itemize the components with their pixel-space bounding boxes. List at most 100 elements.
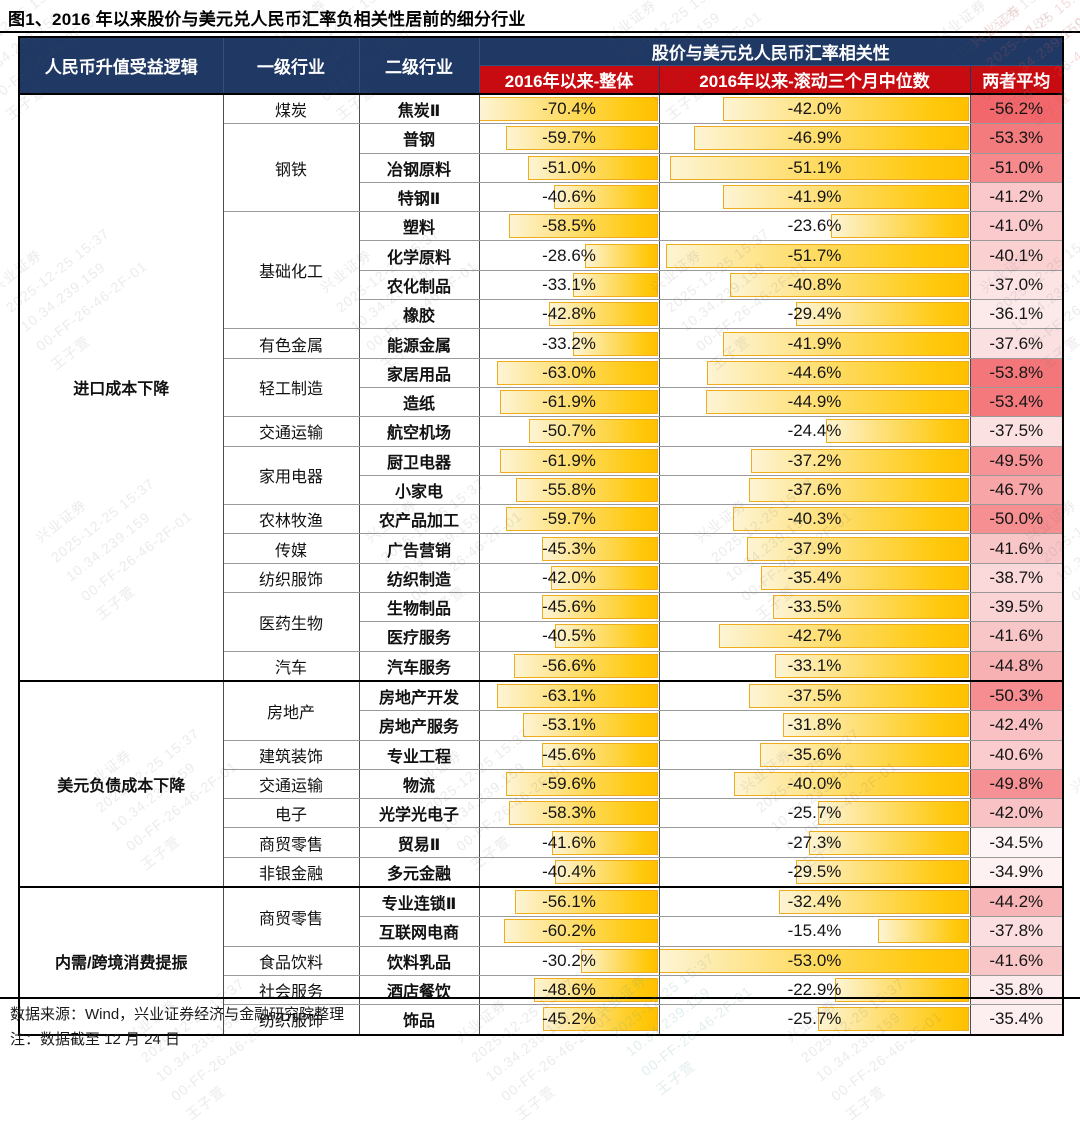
rolling-median-correlation-cell: -35.4% bbox=[658, 562, 971, 594]
rolling-median-correlation-cell: -32.4% bbox=[658, 886, 971, 918]
correlation-value: -55.8% bbox=[542, 480, 596, 499]
table-row: 基础化工 塑料 -58.5% -23.6% -41.0% bbox=[19, 211, 1064, 330]
overall-correlation-cell: -40.5% bbox=[478, 621, 660, 652]
correlation-value: -37.2% bbox=[787, 450, 842, 470]
industry-l2-cell: 能源金属 bbox=[358, 328, 480, 359]
average-correlation-cell: -49.8% bbox=[969, 768, 1064, 800]
correlation-value: -28.6% bbox=[542, 245, 596, 265]
correlation-value: -59.7% bbox=[542, 128, 596, 148]
rolling-median-correlation-cell: -35.6% bbox=[658, 739, 971, 770]
average-correlation-cell: -37.0% bbox=[969, 269, 1064, 301]
negative-correlation-databar bbox=[718, 624, 969, 649]
correlation-value: -35.4% bbox=[787, 567, 842, 587]
rolling-median-correlation-cell: -51.1% bbox=[658, 152, 971, 183]
negative-correlation-databar bbox=[554, 624, 658, 649]
negative-correlation-databar bbox=[509, 801, 658, 826]
correlation-value: -61.9% bbox=[542, 450, 596, 470]
correlation-value: -70.4% bbox=[542, 99, 596, 119]
rolling-median-correlation-cell: -33.5% bbox=[658, 592, 971, 623]
industry-l2-cell: 医疗服务 bbox=[358, 621, 480, 652]
overall-correlation-cell: -60.2% bbox=[478, 916, 660, 947]
industry-l2-cell: 酒店餐饮 bbox=[358, 974, 480, 1006]
rolling-median-correlation-cell: -42.7% bbox=[658, 621, 971, 652]
correlation-value: -44.9% bbox=[787, 392, 842, 412]
correlation-value: -56.6% bbox=[542, 655, 596, 675]
overall-correlation-cell: -45.6% bbox=[478, 739, 660, 770]
negative-correlation-databar bbox=[573, 331, 658, 356]
negative-correlation-databar bbox=[796, 302, 969, 327]
correlation-value: -42.0% bbox=[787, 99, 842, 119]
rolling-median-correlation-cell: -46.9% bbox=[658, 123, 971, 154]
average-correlation-cell: -42.4% bbox=[969, 710, 1064, 741]
average-correlation-cell: -38.7% bbox=[969, 562, 1064, 594]
data-source-note: 数据来源：Wind，兴业证券经济与金融研究院整理 bbox=[10, 1006, 345, 1023]
correlation-value: -45.6% bbox=[542, 744, 596, 764]
industry-l2-cell: 厨卫电器 bbox=[358, 445, 480, 476]
correlation-value: -53.0% bbox=[787, 950, 842, 970]
industry-l2-cell: 专业连锁Ⅱ bbox=[358, 886, 480, 918]
correlation-value: -46.9% bbox=[787, 128, 842, 148]
negative-correlation-databar bbox=[500, 390, 658, 415]
average-correlation-cell: -37.5% bbox=[969, 416, 1064, 447]
average-correlation-cell: -37.6% bbox=[969, 328, 1064, 359]
industry-l1-cell: 商贸零售 bbox=[222, 886, 360, 947]
negative-correlation-databar bbox=[761, 565, 969, 590]
table-body: 进口成本下降 煤炭 焦炭Ⅱ -70.4% -42.0% -56.2% 钢铁 普钢 -59.7% -… bbox=[18, 93, 1064, 1036]
table-row: 交通运输 物流 -59.6% -40.0% -49.8% bbox=[19, 768, 1064, 800]
correlation-value: -40.6% bbox=[542, 187, 596, 207]
table-row: 互联网电商 -60.2% -15.4% -37.8% bbox=[19, 916, 1064, 947]
table-row: 家用电器 厨卫电器 -61.9% -37.2% -49.5% bbox=[19, 445, 1064, 506]
rolling-median-correlation-cell: -37.2% bbox=[658, 445, 971, 476]
negative-correlation-databar bbox=[554, 185, 658, 210]
industry-l1-cell: 传媒 bbox=[222, 533, 360, 564]
negative-correlation-databar bbox=[550, 565, 658, 590]
overall-correlation-cell: -53.1% bbox=[478, 710, 660, 741]
negative-correlation-databar bbox=[772, 595, 969, 620]
correlation-value: -42.7% bbox=[787, 626, 842, 646]
rolling-median-correlation-cell: -25.7% bbox=[658, 798, 971, 829]
correlation-value: -53.1% bbox=[542, 715, 596, 735]
overall-correlation-cell: -33.2% bbox=[478, 328, 660, 359]
industry-l2-cell: 饮料乳品 bbox=[358, 945, 480, 976]
average-correlation-cell: -53.8% bbox=[969, 357, 1064, 388]
correlation-value: -48.6% bbox=[542, 980, 596, 1000]
table-row: 电子 光学光电子 -58.3% -25.7% -42.0% bbox=[19, 798, 1064, 829]
correlation-value: -51.0% bbox=[542, 157, 596, 177]
negative-correlation-databar bbox=[818, 1007, 969, 1032]
rolling-median-correlation-cell: -29.5% bbox=[658, 856, 971, 888]
title-divider bbox=[0, 31, 1080, 33]
overall-correlation-cell: -28.6% bbox=[478, 240, 660, 271]
overall-correlation-cell: -48.6% bbox=[478, 974, 660, 1006]
rolling-median-correlation-cell: -51.7% bbox=[658, 240, 971, 271]
average-correlation-cell: -46.7% bbox=[969, 474, 1064, 506]
benefit-logic-cell: 内需/跨境消费提振 bbox=[18, 886, 224, 1036]
negative-correlation-databar bbox=[808, 830, 969, 855]
negative-correlation-databar bbox=[527, 155, 658, 180]
table-row: 建筑装饰 专业工程 -45.6% -35.6% -40.6% bbox=[19, 739, 1064, 770]
industry-l1-cell: 交通运输 bbox=[222, 768, 360, 800]
rolling-median-correlation-cell: -37.9% bbox=[658, 533, 971, 564]
overall-correlation-cell: -40.6% bbox=[478, 181, 660, 213]
rolling-median-correlation-cell: -27.3% bbox=[658, 827, 971, 858]
negative-correlation-databar bbox=[541, 742, 658, 767]
correlation-value: -35.6% bbox=[787, 744, 842, 764]
negative-correlation-databar bbox=[505, 771, 658, 796]
average-correlation-cell: -41.2% bbox=[969, 181, 1064, 213]
table-row: 钢铁 普钢 -59.7% -46.9% -53.3% bbox=[19, 123, 1064, 213]
negative-correlation-databar bbox=[666, 243, 969, 268]
table-row: 汽车 汽车服务 -56.6% -33.1% -44.8% bbox=[19, 650, 1064, 682]
table-row: 造纸 -61.9% -44.9% -53.4% bbox=[19, 386, 1064, 418]
industry-l1-cell: 轻工制造 bbox=[222, 357, 360, 418]
table-row: 社会服务 酒店餐饮 -48.6% -22.9% -35.8% bbox=[19, 974, 1064, 1006]
industry-l2-cell: 饰品 bbox=[358, 1004, 480, 1035]
overall-correlation-cell: -61.9% bbox=[478, 445, 660, 476]
rolling-median-correlation-cell: -15.4% bbox=[658, 916, 971, 947]
negative-correlation-databar bbox=[497, 360, 658, 385]
average-correlation-cell: -42.0% bbox=[969, 798, 1064, 829]
correlation-value: -50.7% bbox=[542, 421, 596, 441]
industry-l2-cell: 小家电 bbox=[358, 474, 480, 506]
negative-correlation-databar bbox=[508, 214, 658, 239]
average-correlation-cell: -44.8% bbox=[969, 650, 1064, 682]
correlation-value: -37.9% bbox=[787, 538, 842, 558]
